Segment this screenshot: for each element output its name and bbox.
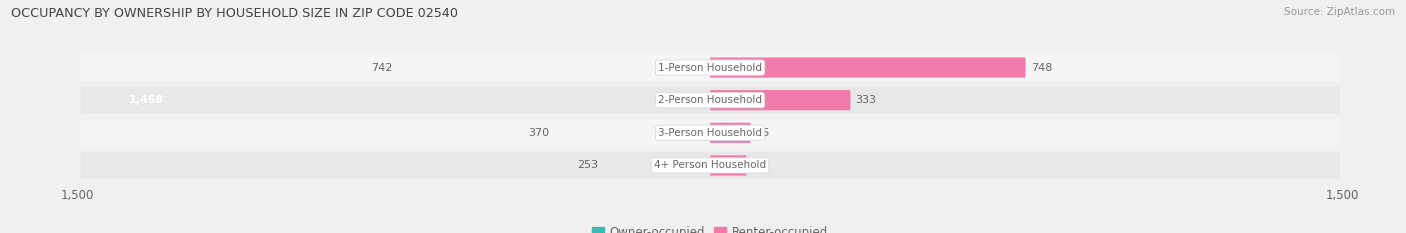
Text: 1,458: 1,458 — [129, 95, 165, 105]
FancyBboxPatch shape — [80, 87, 1340, 113]
FancyBboxPatch shape — [80, 152, 1340, 179]
FancyBboxPatch shape — [710, 58, 1025, 78]
Text: 253: 253 — [576, 161, 599, 170]
Text: 4+ Person Household: 4+ Person Household — [654, 161, 766, 170]
FancyBboxPatch shape — [80, 120, 1340, 146]
FancyBboxPatch shape — [80, 54, 1340, 81]
FancyBboxPatch shape — [710, 155, 747, 175]
Text: OCCUPANCY BY OWNERSHIP BY HOUSEHOLD SIZE IN ZIP CODE 02540: OCCUPANCY BY OWNERSHIP BY HOUSEHOLD SIZE… — [11, 7, 458, 20]
FancyBboxPatch shape — [710, 90, 851, 110]
Text: 742: 742 — [371, 63, 392, 72]
Text: 96: 96 — [755, 128, 769, 138]
Legend: Owner-occupied, Renter-occupied: Owner-occupied, Renter-occupied — [586, 221, 834, 233]
Text: 86: 86 — [751, 161, 765, 170]
Text: 1-Person Household: 1-Person Household — [658, 63, 762, 72]
Text: 3-Person Household: 3-Person Household — [658, 128, 762, 138]
Text: 2-Person Household: 2-Person Household — [658, 95, 762, 105]
FancyBboxPatch shape — [710, 123, 751, 143]
Text: 333: 333 — [856, 95, 876, 105]
Text: Source: ZipAtlas.com: Source: ZipAtlas.com — [1284, 7, 1395, 17]
Text: 370: 370 — [527, 128, 548, 138]
Text: 748: 748 — [1031, 63, 1052, 72]
